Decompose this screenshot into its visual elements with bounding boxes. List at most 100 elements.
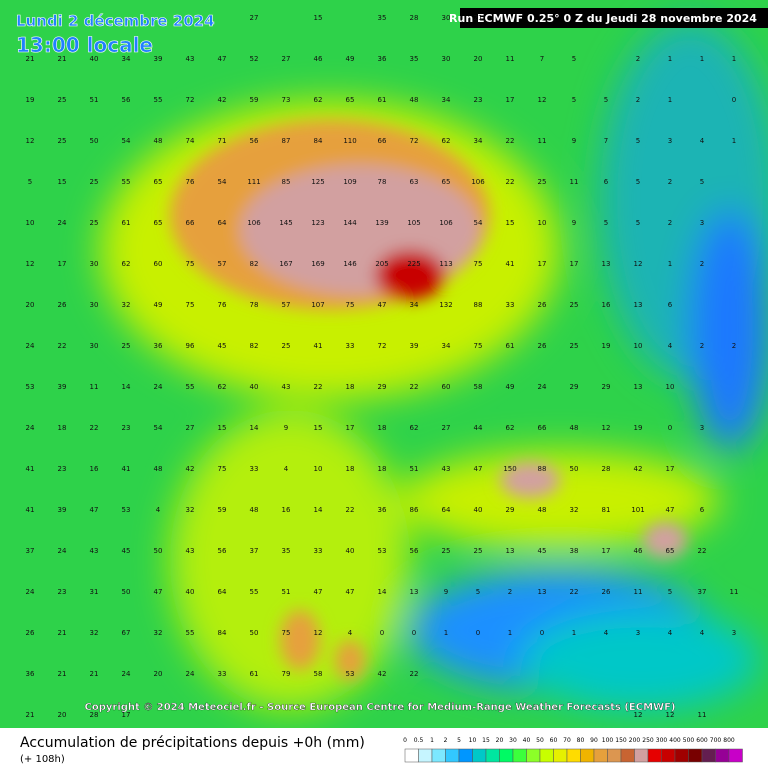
point-value: 5 [572,96,576,104]
point-value: 23 [58,588,67,596]
point-value: 27 [186,424,195,432]
point-value: 29 [602,383,611,391]
point-value: 101 [631,506,644,514]
point-value: 17 [538,260,547,268]
point-value: 1 [700,55,704,63]
legend-swatch [688,748,703,763]
point-value: 9 [444,588,448,596]
point-value: 5 [636,137,640,145]
point-value: 36 [378,506,387,514]
point-value: 48 [154,137,163,145]
point-value: 47 [378,301,387,309]
point-value: 9 [284,424,288,432]
point-value: 25 [538,178,547,186]
point-value: 3 [732,629,736,637]
point-value: 46 [634,547,643,555]
point-value: 25 [570,301,579,309]
point-value: 17 [570,260,579,268]
point-value: 32 [154,629,163,637]
point-value: 22 [570,588,579,596]
point-value: 106 [439,219,453,227]
point-value: 18 [378,424,387,432]
point-value: 62 [442,137,451,145]
point-value: 23 [58,465,67,473]
legend-swatch [485,748,500,763]
point-value: 2 [636,96,640,104]
point-value: 20 [26,301,35,309]
point-value: 43 [442,465,451,473]
footer-title: Accumulation de précipitations depuis +0… [20,735,365,751]
point-value: 63 [410,178,419,186]
point-value: 18 [378,465,387,473]
date-label: Lundi 2 décembre 2024 [16,12,215,30]
point-value: 53 [378,547,387,555]
point-value: 75 [186,301,195,309]
point-value: 88 [474,301,483,309]
point-value: 61 [122,219,131,227]
point-value: 11 [570,178,579,186]
point-value: 72 [186,96,195,104]
point-value: 34 [442,342,451,350]
point-value: 22 [410,670,419,678]
point-value: 17 [602,547,611,555]
point-value: 96 [186,342,195,350]
point-value: 15 [314,424,323,432]
point-value: 1 [572,629,576,637]
point-value: 25 [570,342,579,350]
point-value: 41 [26,506,35,514]
point-value: 33 [346,342,355,350]
point-value: 39 [58,383,67,391]
point-value: 39 [410,342,419,350]
point-value: 24 [26,342,35,350]
point-value: 1 [508,629,512,637]
point-value: 12 [314,629,323,637]
point-value: 62 [314,96,323,104]
point-value: 21 [58,670,67,678]
point-value: 56 [218,547,227,555]
point-value: 43 [282,383,291,391]
legend-swatch [715,748,730,763]
point-value: 14 [122,383,131,391]
legend-label: 600 [696,737,708,744]
point-value: 55 [186,383,195,391]
point-value: 24 [186,670,195,678]
point-value: 52 [250,55,259,63]
point-value: 33 [250,465,259,473]
point-value: 61 [378,96,387,104]
point-value: 27 [282,55,291,63]
point-value: 65 [154,178,163,186]
point-value: 86 [410,506,419,514]
point-value: 5 [636,178,640,186]
point-value: 47 [314,588,323,596]
point-value: 0 [732,96,736,104]
point-value: 36 [378,55,387,63]
legend-label: 700 [710,737,722,744]
point-value: 18 [58,424,67,432]
point-value: 75 [474,260,483,268]
point-value: 29 [378,383,387,391]
point-value: 62 [506,424,515,432]
point-value: 2 [508,588,512,596]
point-value: 4 [700,629,705,637]
point-value: 60 [154,260,163,268]
point-value: 47 [218,55,227,63]
point-value: 25 [282,342,291,350]
point-value: 5 [604,96,608,104]
point-value: 15 [506,219,515,227]
legend-label: 2 [444,737,448,744]
point-value: 169 [311,260,324,268]
point-value: 11 [634,588,643,596]
legend-label: 0 [403,737,407,744]
point-value: 25 [90,219,99,227]
point-value: 85 [282,178,291,186]
point-value: 24 [122,670,131,678]
point-value: 66 [378,137,387,145]
point-value: 40 [474,506,483,514]
point-value: 53 [122,506,131,514]
point-value: 28 [90,711,99,719]
point-value: 20 [474,55,483,63]
point-value: 30 [442,14,451,22]
point-value: 58 [314,670,323,678]
point-value: 71 [218,137,227,145]
copyright: Copyright © 2024 Meteociel.fr - Source E… [85,702,676,713]
